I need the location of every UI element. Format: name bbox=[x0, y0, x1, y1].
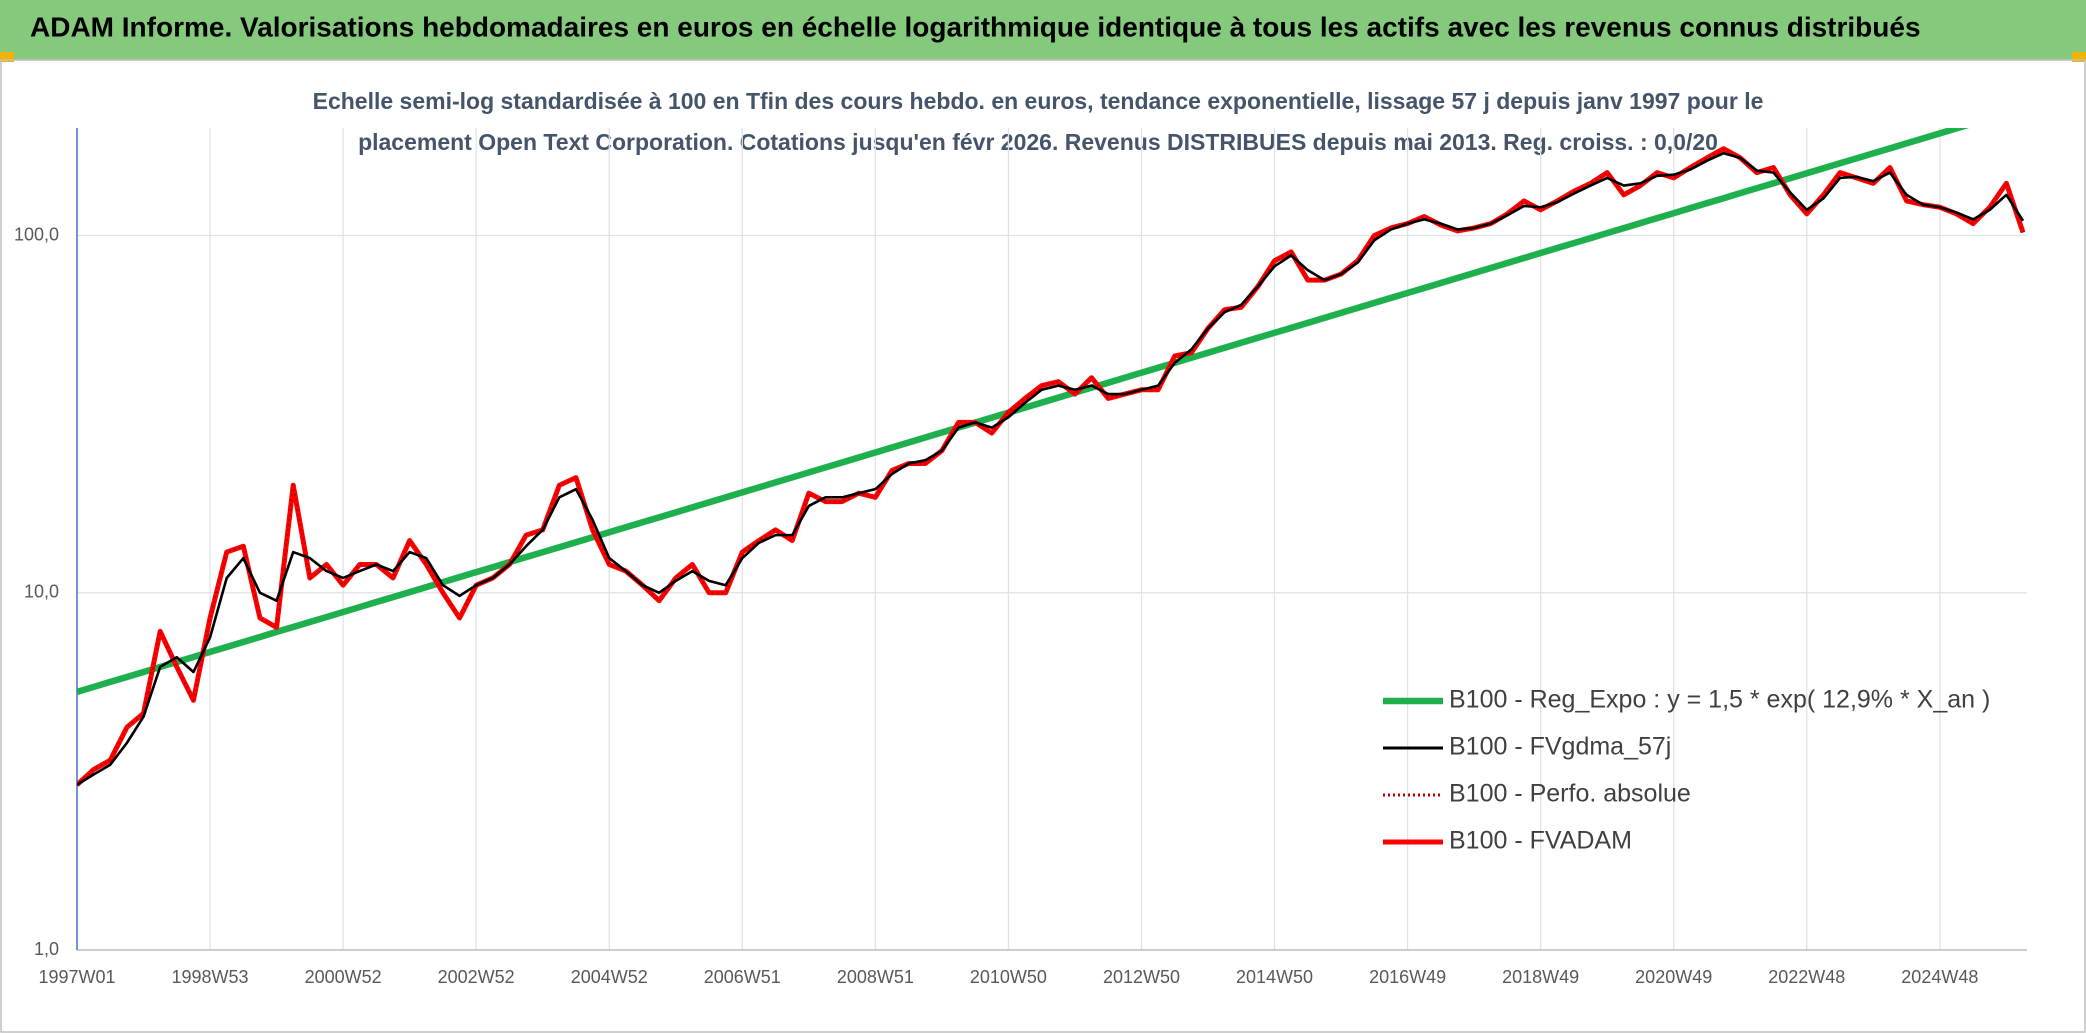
x-tick-label: 2000W52 bbox=[305, 967, 382, 987]
chart-subtitle: Echelle semi-log standardisée à 100 en T… bbox=[313, 88, 1764, 114]
x-tick-label: 2004W52 bbox=[571, 967, 648, 987]
legend-label: B100 - Perfo. absolue bbox=[1449, 780, 1691, 808]
x-tick-label: 2022W48 bbox=[1768, 967, 1845, 987]
series-line bbox=[77, 146, 2026, 787]
x-tick-label: 2016W49 bbox=[1369, 967, 1446, 987]
series-line bbox=[77, 151, 2025, 786]
series-group bbox=[77, 146, 2026, 787]
x-tick-label: 2008W51 bbox=[837, 967, 914, 987]
x-tick-label: 1998W53 bbox=[172, 967, 249, 987]
x-tick-label: 2012W50 bbox=[1103, 967, 1180, 987]
legend-label: B100 - FVgdma_57j bbox=[1449, 733, 1671, 761]
header-band bbox=[0, 0, 2086, 60]
legend-label: B100 - FVADAM bbox=[1449, 827, 1632, 855]
chart-title: ADAM Informe. Valorisations hebdomadaire… bbox=[30, 11, 1921, 42]
x-tick-label: 2024W48 bbox=[1901, 967, 1978, 987]
x-tick-label: 2006W51 bbox=[704, 967, 781, 987]
y-tick-label: 1,0 bbox=[34, 939, 59, 959]
x-tick-label: 2014W50 bbox=[1236, 967, 1313, 987]
legend-label: B100 - Reg_Expo : y = 1,5 * exp( 12,9% *… bbox=[1449, 686, 1990, 714]
series-group bbox=[77, 128, 1970, 695]
x-tick-label: 2010W50 bbox=[970, 967, 1047, 987]
corner-mark bbox=[0, 52, 14, 62]
corner-mark bbox=[2072, 52, 2086, 62]
series-group bbox=[77, 151, 2025, 786]
x-tick-label: 2018W49 bbox=[1502, 967, 1579, 987]
x-tick-label: 1997W01 bbox=[38, 967, 115, 987]
y-tick-label: 10,0 bbox=[24, 582, 59, 602]
x-tick-label: 2002W52 bbox=[438, 967, 515, 987]
y-tick-label: 100,0 bbox=[14, 224, 59, 244]
frame bbox=[0, 59, 2086, 1033]
x-tick-label: 2020W49 bbox=[1635, 967, 1712, 987]
chart-subtitle: placement Open Text Corporation. Cotatio… bbox=[358, 129, 1718, 155]
series-line bbox=[77, 128, 1970, 695]
